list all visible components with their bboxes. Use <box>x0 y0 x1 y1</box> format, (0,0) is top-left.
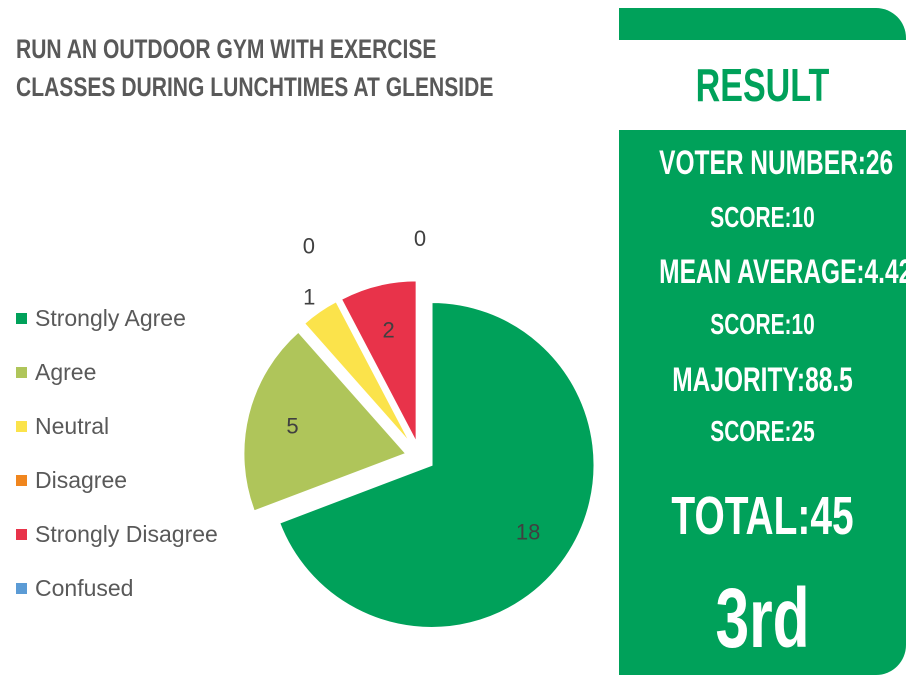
result-panel: VOTER NUMBER:26 SCORE:10 MEAN AVERAGE:4.… <box>619 130 911 675</box>
legend-label: Confused <box>35 574 134 601</box>
voter-number: VOTER NUMBER:26 <box>659 144 894 182</box>
legend-label: Strongly Disagree <box>35 520 218 547</box>
pie-chart: 18 5 1 0 2 0 <box>242 226 596 629</box>
result-heading: RESULT <box>695 59 830 111</box>
pie-slice-strongly-disagree <box>339 279 418 444</box>
legend-label: Strongly Agree <box>35 304 186 331</box>
majority: MAJORITY:88.5 <box>672 361 853 399</box>
legend-swatch <box>16 312 27 324</box>
legend-swatch <box>16 528 27 540</box>
legend-item-disagree: Disagree <box>16 453 218 507</box>
title-line-1: RUN AN OUTDOOR GYM WITH EXERCISE <box>16 34 437 64</box>
mean-average: MEAN AVERAGE:4.42 <box>659 253 911 291</box>
legend-item-strongly-agree: Strongly Agree <box>16 291 218 345</box>
legend-label: Agree <box>35 358 97 385</box>
voter-score: SCORE:10 <box>710 202 815 234</box>
legend-swatch <box>16 366 27 378</box>
data-label-strongly-agree: 18 <box>516 520 540 545</box>
data-label-disagree: 0 <box>303 233 315 258</box>
legend-swatch <box>16 582 27 594</box>
legend-item-confused: Confused <box>16 561 218 615</box>
title-line-2: CLASSES DURING LUNCHTIMES AT GLENSIDE <box>16 72 494 102</box>
legend-swatch <box>16 474 27 486</box>
pie-slice-agree <box>242 330 409 513</box>
rank: 3rd <box>715 571 810 665</box>
result-panel-cap <box>619 8 906 40</box>
legend-item-agree: Agree <box>16 345 218 399</box>
data-label-agree: 5 <box>286 414 298 439</box>
pie-slice-neutral <box>302 299 413 447</box>
chart-legend: Strongly Agree Agree Neutral Disagree St… <box>16 291 218 615</box>
legend-item-strongly-disagree: Strongly Disagree <box>16 507 218 561</box>
legend-item-neutral: Neutral <box>16 399 218 453</box>
mean-score: SCORE:10 <box>710 309 815 341</box>
legend-swatch <box>16 420 27 432</box>
data-label-neutral: 1 <box>303 285 315 310</box>
data-label-confused: 0 <box>414 226 426 251</box>
total-score: TOTAL:45 <box>671 486 854 546</box>
legend-label: Neutral <box>35 412 110 439</box>
legend-label: Disagree <box>35 466 128 493</box>
pie-slice-strongly-agree <box>277 300 596 629</box>
majority-score: SCORE:25 <box>710 416 815 448</box>
chart-title: RUN AN OUTDOOR GYM WITH EXERCISE CLASSES… <box>16 30 494 106</box>
data-label-strongly-disagree: 2 <box>382 317 394 342</box>
